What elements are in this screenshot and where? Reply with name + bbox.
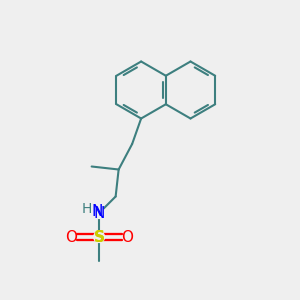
Text: H: H	[81, 202, 92, 216]
Text: N: N	[92, 204, 103, 219]
Circle shape	[94, 208, 104, 218]
Circle shape	[94, 232, 104, 242]
Text: N: N	[93, 206, 105, 220]
Text: S: S	[94, 230, 105, 244]
Text: S: S	[94, 230, 105, 244]
Text: O: O	[65, 230, 77, 244]
Text: O: O	[121, 230, 133, 244]
